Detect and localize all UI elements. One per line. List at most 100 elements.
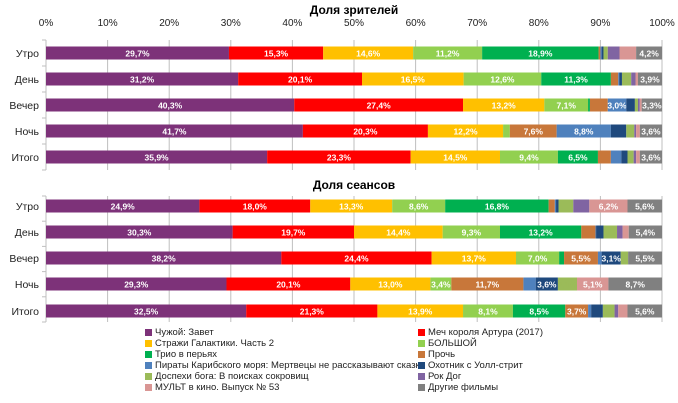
bar-segment xyxy=(627,150,634,164)
bar-segment xyxy=(46,46,229,60)
bar-segment xyxy=(641,98,662,112)
legend-label: Доспехи бога: В поисках сокровищ xyxy=(155,371,309,382)
bar-segment xyxy=(377,304,464,318)
data-label: 11,2% xyxy=(436,49,460,59)
bar-segment xyxy=(413,46,483,60)
bar-segment xyxy=(627,304,662,318)
legend-swatch xyxy=(418,351,425,358)
category-label: День xyxy=(15,227,40,239)
bar-segment xyxy=(442,225,500,239)
bar-segment xyxy=(595,225,597,239)
bar-segment xyxy=(323,46,414,60)
legend-swatch xyxy=(145,362,152,369)
legend-label: БОЛЬШОЙ xyxy=(428,338,477,349)
bar-segment xyxy=(621,150,628,164)
data-label: 13,9% xyxy=(408,307,433,317)
bar-segment xyxy=(499,150,558,164)
bar-segment xyxy=(46,124,303,138)
data-label: 11,3% xyxy=(564,75,588,85)
bar-segment xyxy=(482,46,599,60)
bar-segment xyxy=(597,150,611,164)
legend-item: Доспехи бога: В поисках сокровищ xyxy=(145,371,425,382)
bar-segment xyxy=(548,199,555,213)
legend-label: Охотник с Уолл-стрит xyxy=(428,360,523,371)
legend-item: Пираты Карибского моря: Мертвецы не расс… xyxy=(145,360,425,371)
data-label: 6,2% xyxy=(599,202,619,212)
legend-item: Рок Дог xyxy=(418,371,543,382)
x-tick-label: 80% xyxy=(529,18,549,29)
legend-swatch xyxy=(145,384,152,391)
bar-segment xyxy=(622,225,629,239)
data-label: 18,9% xyxy=(528,49,553,59)
legend-swatch xyxy=(418,384,425,391)
legend-swatch xyxy=(418,340,425,347)
bar-segment xyxy=(499,225,582,239)
bar-segment xyxy=(557,150,598,164)
legend-label: Прочь xyxy=(428,349,456,360)
data-label: 3,6% xyxy=(537,280,557,290)
bar-segment xyxy=(46,251,282,265)
bar-segment xyxy=(619,72,622,86)
data-label: 3,4% xyxy=(431,280,451,290)
legend-item: Охотник с Уолл-стрит xyxy=(418,360,543,371)
bar-segment xyxy=(614,304,619,318)
x-tick-label: 20% xyxy=(159,18,179,29)
category-label: Утро xyxy=(16,201,39,213)
bar-segment xyxy=(620,251,629,265)
data-label: 40,3% xyxy=(158,101,183,111)
bar-segment xyxy=(628,251,662,265)
legend-swatch xyxy=(418,329,425,336)
bar-segment xyxy=(350,277,431,291)
legend-label: Другие фильмы xyxy=(428,382,499,393)
bar-segment xyxy=(46,304,247,318)
data-label: 11,7% xyxy=(476,280,500,290)
bar-segment xyxy=(603,46,608,60)
legend-label: Рок Дог xyxy=(428,371,462,382)
data-label: 12,6% xyxy=(490,75,515,85)
data-label: 29,3% xyxy=(124,280,149,290)
legend-left-column: Чужой: Завет Стражи Галактики. Часть 2 Три… xyxy=(145,327,425,393)
x-tick-label: 90% xyxy=(590,18,610,29)
legend-swatch xyxy=(145,373,152,380)
bar-segment xyxy=(588,304,592,318)
category-label: Итого xyxy=(11,306,39,318)
bar-segment xyxy=(634,98,638,112)
bar-segment xyxy=(46,150,268,164)
data-label: 20,1% xyxy=(276,280,301,290)
bar-segment xyxy=(598,46,601,60)
data-label: 13,3% xyxy=(339,202,364,212)
data-label: 4,2% xyxy=(639,49,659,59)
bar-segment xyxy=(626,98,635,112)
panel-title: Доля сеансов xyxy=(313,178,395,192)
panel-title: Доля зрителей xyxy=(310,3,398,17)
data-label: 7,6% xyxy=(524,127,544,137)
bar-segment xyxy=(618,304,628,318)
data-label: 21,3% xyxy=(300,307,325,317)
data-label: 14,5% xyxy=(443,153,468,163)
data-label: 41,7% xyxy=(162,127,187,137)
bar-segment xyxy=(610,72,619,86)
bar-segment xyxy=(601,46,604,60)
bar-segment xyxy=(636,150,640,164)
data-label: 3,6% xyxy=(641,127,661,137)
bar-segment xyxy=(46,98,295,112)
data-label: 27,4% xyxy=(367,101,392,111)
data-label: 30,3% xyxy=(127,228,152,238)
data-label: 32,5% xyxy=(134,307,159,317)
data-label: 12,2% xyxy=(453,127,478,137)
legend-label: Стражи Галактики. Часть 2 xyxy=(155,338,275,349)
bar-segment xyxy=(607,98,627,112)
bar-segment xyxy=(431,251,517,265)
data-label: 8,5% xyxy=(529,307,549,317)
x-tick-label: 30% xyxy=(221,18,241,29)
category-label: Вечер xyxy=(9,253,39,265)
data-label: 35,9% xyxy=(145,153,170,163)
data-label: 24,4% xyxy=(344,254,369,264)
data-label: 14,6% xyxy=(356,49,381,59)
legend-swatch xyxy=(418,362,425,369)
data-label: 13,0% xyxy=(378,280,403,290)
bar-segment xyxy=(591,304,603,318)
bar-segment xyxy=(354,225,443,239)
bar-segment xyxy=(556,124,611,138)
category-label: Итого xyxy=(11,152,39,164)
